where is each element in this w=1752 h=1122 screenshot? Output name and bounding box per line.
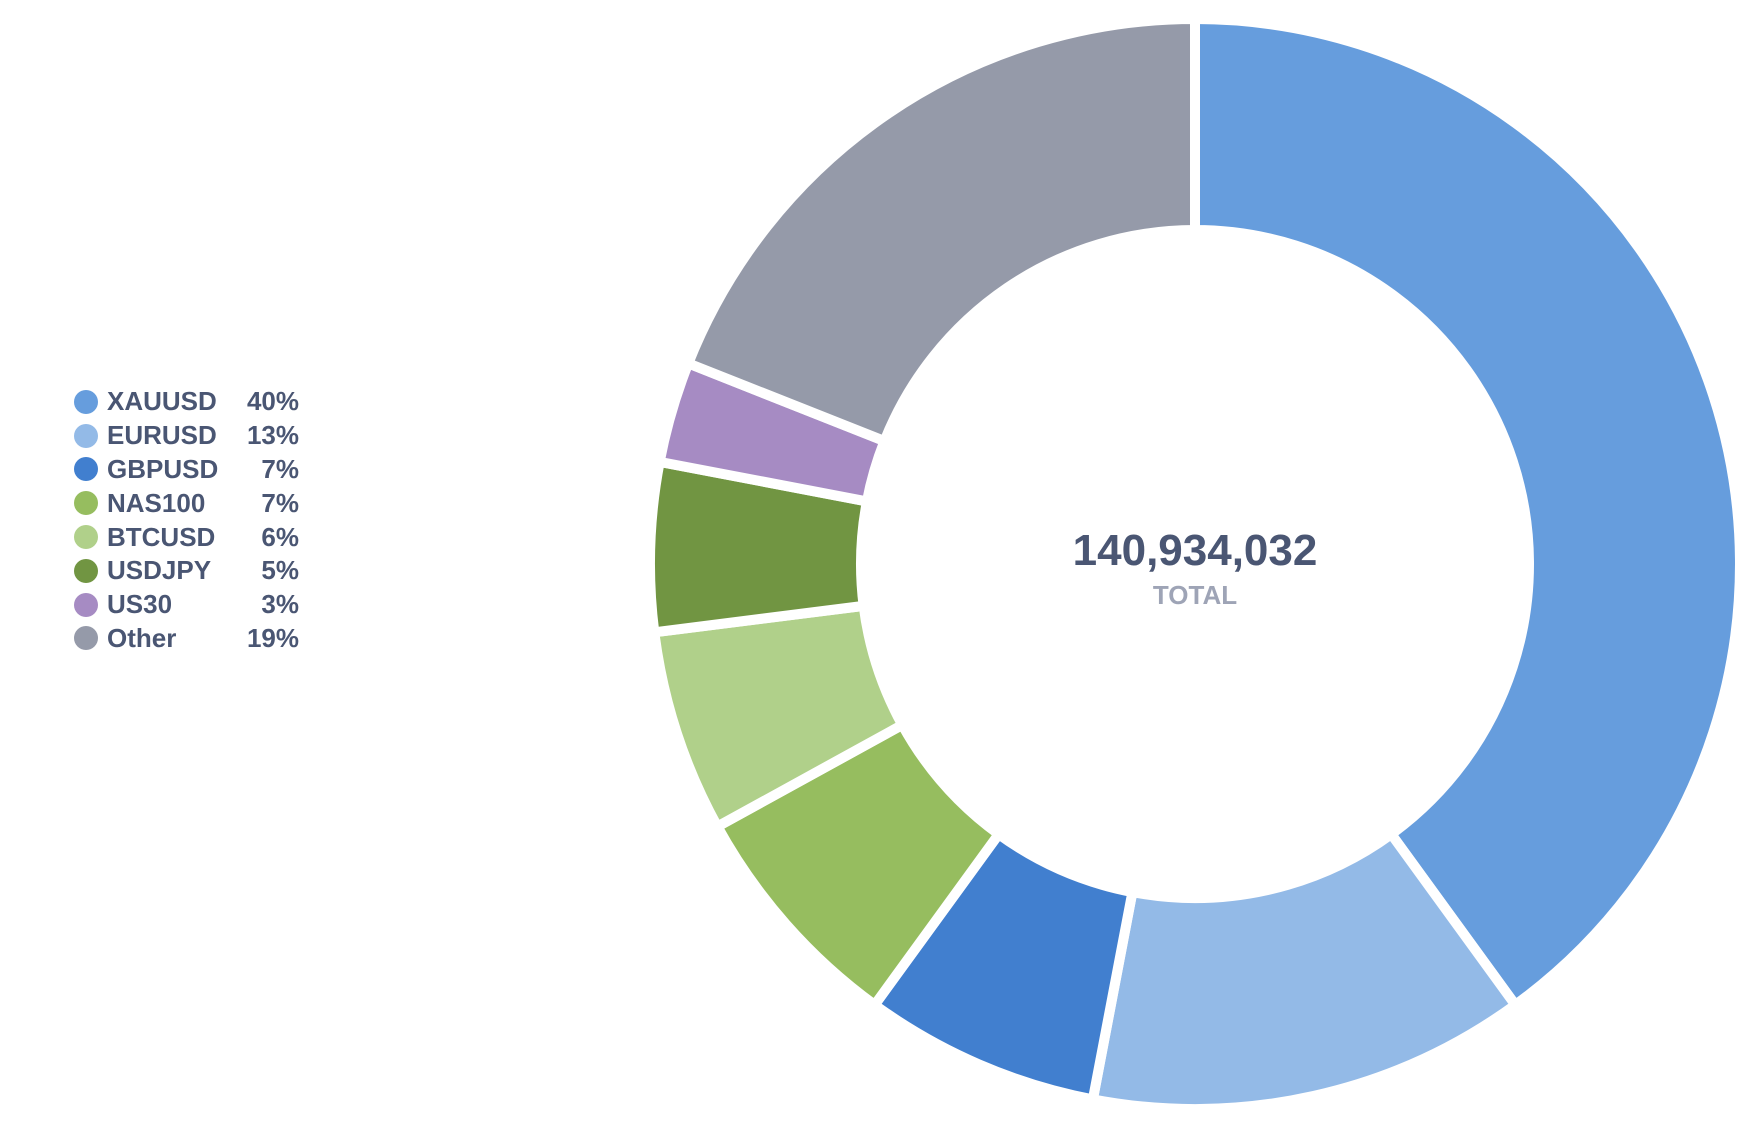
legend-swatch-usdjpy [74,558,98,583]
legend-swatch-other [74,626,98,651]
chart-legend: XAUUSD 40% EURUSD 13% GBPUSD 7% NAS100 7% BTCUSD… [62,385,362,655]
legend-value: 6% [261,521,299,552]
legend-value: 7% [261,487,299,518]
legend-value: 19% [246,622,299,653]
total-label: TOTAL [1153,580,1237,610]
legend-item-other[interactable]: Other 19% [62,622,362,656]
legend-label: BTCUSD [107,521,216,552]
legend-swatch-eurusd [74,423,98,448]
legend-swatch-us30 [74,592,98,617]
legend-label: GBPUSD [107,453,219,484]
legend-value: 3% [261,589,299,620]
legend-swatch-xauusd [74,389,98,414]
legend-item-nas100[interactable]: NAS100 7% [62,486,362,520]
legend-value: 40% [246,386,299,417]
donut-slice-eurusd[interactable] [1087,827,1523,1114]
legend-value: 13% [246,420,299,451]
legend-item-usdjpy[interactable]: USDJPY 5% [62,554,362,588]
legend-value: 7% [261,453,299,484]
donut-slice-xauusd[interactable] [1190,13,1745,1012]
legend-label: XAUUSD [107,386,217,417]
donut-slice-other[interactable] [681,13,1200,448]
legend-swatch-gbpusd [74,457,98,482]
legend-label: NAS100 [107,487,206,518]
legend-item-us30[interactable]: US30 3% [62,588,362,622]
legend-swatch-btcusd [74,525,98,550]
total-value: 140,934,032 [1073,526,1318,575]
legend-label: USDJPY [107,555,212,586]
legend-value: 5% [261,555,299,586]
legend-swatch-nas100 [74,491,98,516]
legend-label: Other [107,622,177,653]
legend-item-gbpusd[interactable]: GBPUSD 7% [62,453,362,487]
legend-item-xauusd[interactable]: XAUUSD 40% [62,385,362,419]
legend-label: EURUSD [107,420,217,451]
legend-label: US30 [107,589,173,620]
legend-item-eurusd[interactable]: EURUSD 13% [62,419,362,453]
legend-item-btcusd[interactable]: BTCUSD 6% [62,520,362,554]
donut-slices [645,13,1745,1114]
